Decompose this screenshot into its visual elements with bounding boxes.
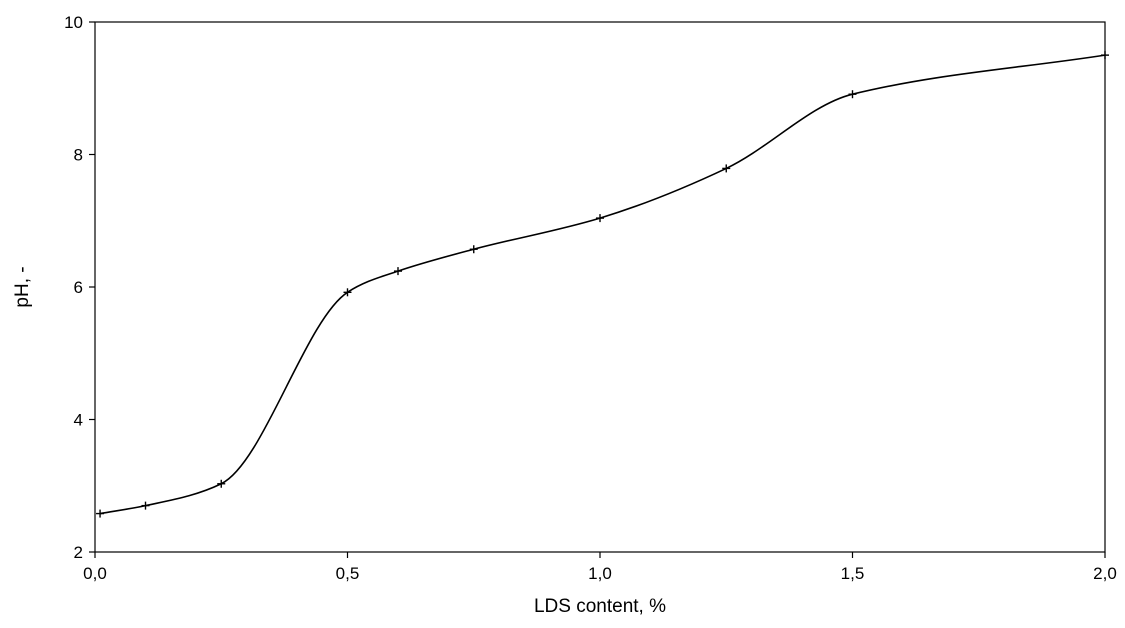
y-tick-label: 4 [74,411,83,430]
x-tick-label: 2,0 [1093,564,1117,583]
y-tick-label: 2 [74,543,83,562]
data-point [722,164,731,173]
data-point [1101,51,1109,60]
series-layer [96,51,1109,518]
x-tick-label: 0,5 [336,564,360,583]
data-point [343,288,352,297]
y-axis-title: pH, - [12,266,33,307]
x-tick-label: 0,0 [83,564,107,583]
data-point [596,214,604,223]
data-point [848,90,857,99]
x-axis-ticks: 0,0 0,5 1,0 1,5 2,0 [83,552,1117,583]
data-point [469,245,478,254]
x-tick-label: 1,5 [841,564,865,583]
plot-area [94,21,1106,553]
data-point [141,501,150,510]
data-point [394,267,402,276]
y-tick-label: 8 [74,146,83,165]
x-axis-title: LDS content, % [534,596,666,617]
y-axis-ticks: 2 4 6 8 10 [64,13,95,562]
x-tick-label: 1,0 [588,564,612,583]
y-tick-label: 6 [74,278,83,297]
data-point [217,479,226,488]
data-point [96,509,105,518]
y-tick-label: 10 [64,13,83,32]
